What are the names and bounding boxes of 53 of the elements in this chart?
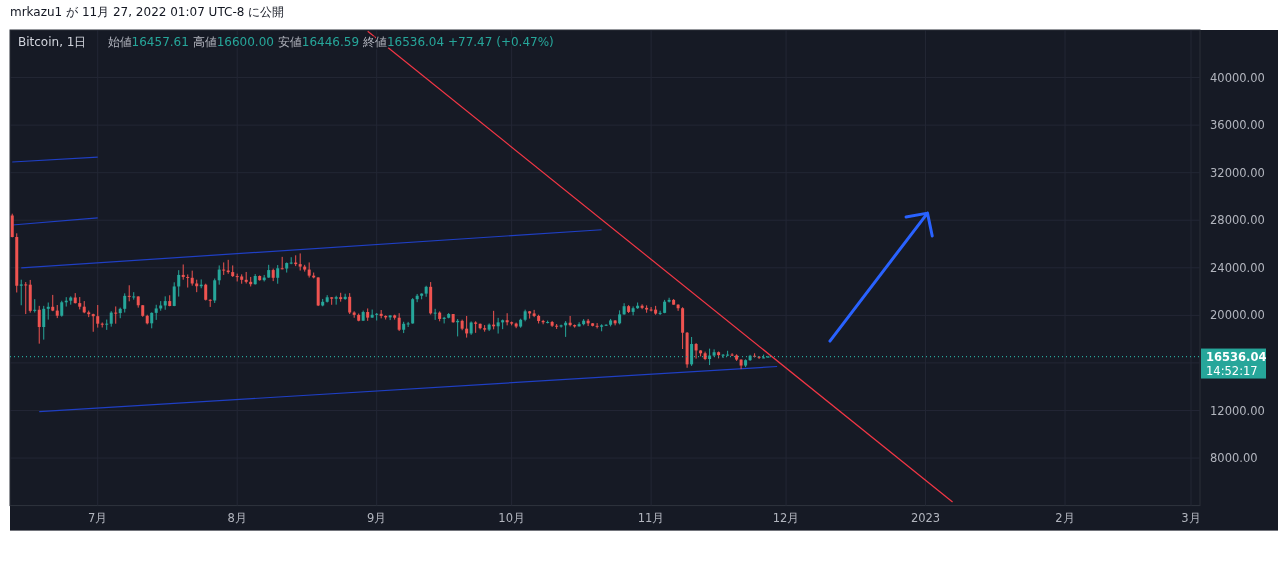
candlestick — [505, 312, 509, 326]
candlestick — [217, 264, 221, 286]
y-tick-label: 8000.00 — [1210, 451, 1258, 466]
chart-title: Bitcoin, 1日 — [18, 35, 87, 49]
x-tick-label: 12月 — [772, 510, 800, 525]
candlestick — [433, 308, 437, 321]
candlestick — [181, 263, 185, 281]
y-tick-label: 32000.00 — [1210, 165, 1265, 180]
candlestick — [213, 278, 217, 304]
candlestick — [496, 317, 500, 335]
text: mrkazu1 が 11月 27, 2022 01:07 UTC-8 に公開 — [10, 5, 285, 19]
candlestick — [649, 306, 653, 312]
x-tick-label: 7月 — [88, 510, 108, 525]
candlestick — [33, 298, 37, 314]
ref-line-label: 16536.04 — [1206, 349, 1267, 364]
candlestick — [694, 342, 698, 360]
y-tick-label: 28000.00 — [1210, 213, 1265, 228]
x-tick-label: 3月 — [1181, 510, 1201, 525]
candlestick — [348, 292, 352, 315]
candlestick — [132, 291, 136, 301]
candlestick — [532, 309, 536, 318]
candlestick — [96, 304, 100, 329]
candlestick — [123, 292, 127, 314]
x-tick-label: 2023 — [910, 510, 941, 525]
x-tick-label: 8月 — [227, 510, 247, 525]
candlestick — [24, 281, 28, 315]
candlestick — [105, 319, 109, 331]
y-tick-label: 36000.00 — [1210, 118, 1265, 133]
candlestick — [667, 297, 671, 304]
candlestick — [658, 310, 662, 316]
x-tick-label: 11月 — [637, 510, 665, 525]
candlestick — [276, 264, 280, 285]
x-tick-label: 2月 — [1055, 510, 1075, 525]
candlestick — [631, 305, 635, 316]
candlestick — [640, 303, 644, 310]
y-tick-label: 40000.00 — [1210, 70, 1265, 85]
y-tick-label: 24000.00 — [1210, 260, 1265, 275]
x-tick-label: 9月 — [367, 510, 387, 525]
candlestick — [114, 305, 118, 325]
candlestick — [42, 305, 46, 341]
y-tick-label: 12000.00 — [1210, 403, 1265, 418]
candlestick — [19, 279, 23, 306]
candlestick — [177, 269, 181, 298]
candlestick — [37, 305, 41, 345]
text: 14:52:17 — [1206, 363, 1258, 378]
y-tick-label: 20000.00 — [1210, 308, 1265, 323]
candlestick — [186, 273, 190, 289]
candlestick — [280, 256, 284, 270]
candlestick — [604, 323, 608, 327]
candlestick — [595, 322, 599, 329]
x-tick-label: 10月 — [498, 510, 525, 525]
candlestick — [127, 284, 131, 302]
candlestick — [222, 261, 226, 276]
